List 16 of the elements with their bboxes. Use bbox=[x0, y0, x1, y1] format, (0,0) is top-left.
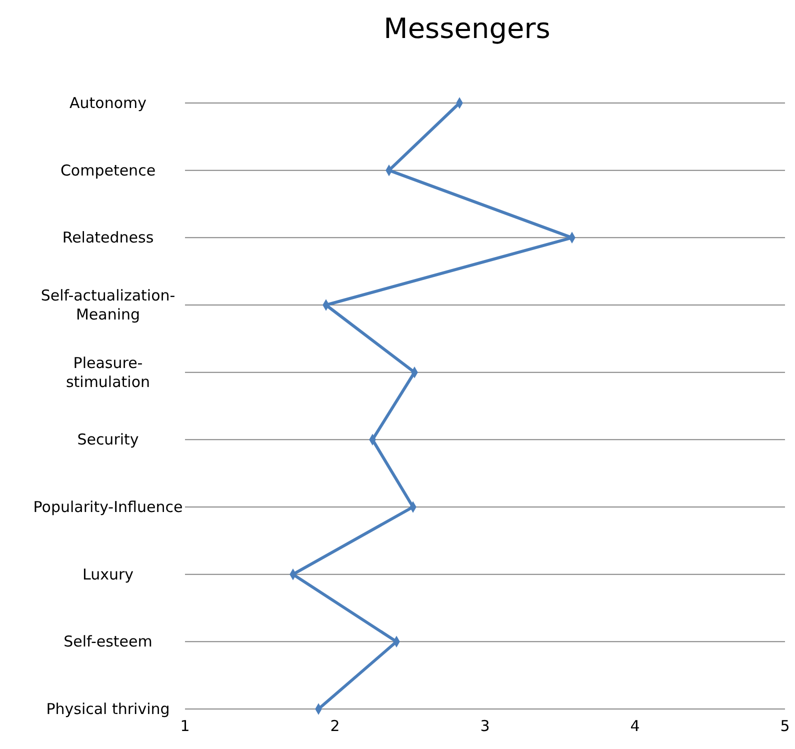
x-tick-label: 3 bbox=[480, 717, 490, 735]
chart-title: Messengers bbox=[384, 12, 550, 45]
x-tick-label: 5 bbox=[780, 717, 790, 735]
y-tick-label: Competence bbox=[60, 161, 156, 180]
y-tick-label: Pleasure- stimulation bbox=[66, 354, 150, 391]
x-tick-label: 1 bbox=[180, 717, 190, 735]
y-tick-label: Security bbox=[77, 430, 139, 449]
y-tick-label: Physical thriving bbox=[46, 700, 170, 718]
x-tick-label: 2 bbox=[330, 717, 340, 735]
x-tick-label: 4 bbox=[630, 717, 640, 735]
y-tick-label: Self-actualization- Meaning bbox=[40, 286, 176, 324]
y-tick-label: Popularity-Influence bbox=[33, 498, 183, 516]
y-tick-label: Autonomy bbox=[70, 94, 147, 112]
y-tick-label: Self-esteem bbox=[64, 632, 152, 651]
y-tick-label: Luxury bbox=[82, 565, 134, 584]
y-tick-label: Relatedness bbox=[62, 228, 154, 247]
